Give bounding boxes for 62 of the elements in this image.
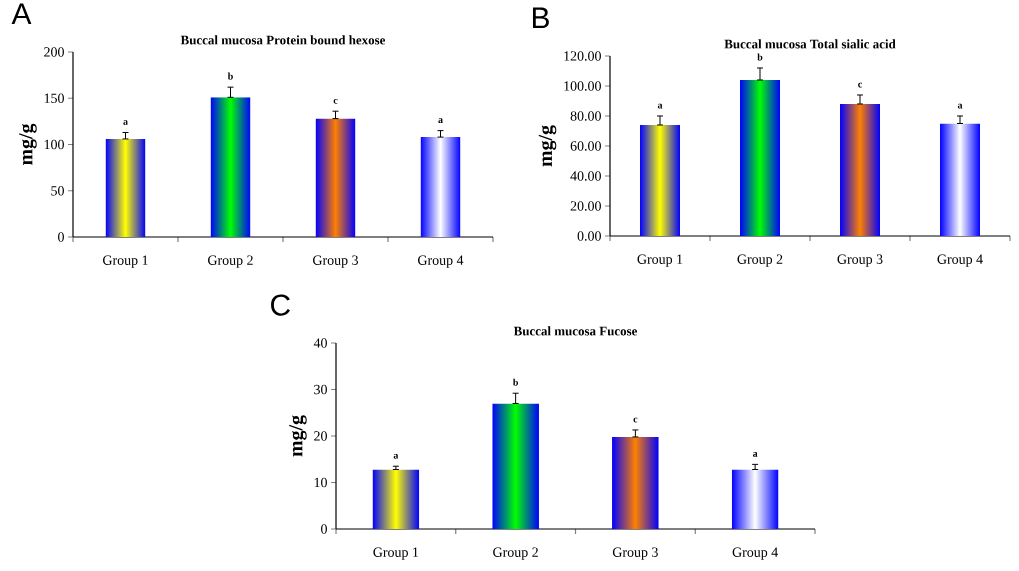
bar: [940, 123, 981, 236]
y-tick-label: 60.00: [570, 141, 601, 151]
y-axis-title: mg/g: [289, 415, 307, 457]
y-tick-label: 120.00: [564, 51, 601, 61]
y-tick-label: 100.00: [564, 81, 601, 91]
annotation: a: [957, 103, 963, 109]
annotation: a: [123, 120, 128, 125]
y-tick-label: 200: [44, 47, 64, 57]
x-tick-label: Group 4: [937, 254, 983, 267]
x-tick-label: Group 1: [637, 254, 683, 267]
y-tick-label: 40: [313, 338, 327, 348]
annotation: b: [512, 378, 518, 386]
y-axis-title: mg/g: [538, 125, 557, 167]
annotation: b: [757, 53, 763, 61]
annotation: c: [858, 82, 862, 88]
y-tick-label: 50: [51, 186, 64, 196]
y-tick-label: 100: [44, 139, 64, 150]
bar: [315, 118, 356, 237]
y-tick-label: 80.00: [570, 111, 601, 121]
x-tick-label: Group 3: [612, 547, 658, 560]
bar: [372, 469, 420, 529]
bar: [640, 125, 681, 236]
x-tick-label: Group 2: [493, 547, 538, 560]
annotation: a: [438, 118, 443, 124]
chart-title: Buccal mucosa Protein bound hexose: [180, 35, 386, 45]
bar: [840, 104, 881, 236]
y-tick-label: 150: [44, 93, 64, 103]
bar: [740, 80, 781, 236]
y-tick-label: 0.00: [577, 231, 601, 241]
bar: [420, 137, 461, 237]
x-tick-label: Group 4: [418, 255, 464, 268]
y-tick-label: 0: [58, 232, 64, 242]
y-tick-label: 40.00: [570, 171, 601, 181]
annotation: b: [227, 72, 233, 80]
annotation: a: [657, 103, 663, 109]
bar: [210, 97, 251, 237]
bar: [612, 436, 659, 529]
x-tick-label: Group 2: [737, 254, 783, 267]
text: A: [11, 3, 32, 25]
y-axis-title: mg/g: [19, 123, 37, 165]
annotation: a: [393, 453, 399, 459]
annotation: c: [333, 98, 338, 104]
chart-title: Buccal mucosa Total sialic acid: [724, 39, 896, 49]
x-tick-label: Group 1: [373, 547, 419, 560]
x-tick-label: Group 3: [837, 254, 883, 267]
annotation: a: [752, 452, 758, 457]
annotation: c: [633, 417, 638, 423]
chart-title: Buccal mucosa Fucose: [513, 326, 638, 336]
y-tick-label: 20: [314, 431, 327, 441]
y-tick-label: 10: [314, 477, 327, 488]
y-tick-label: 20.00: [570, 201, 601, 211]
text: B: [532, 7, 549, 29]
bar: [105, 138, 146, 237]
y-tick-label: 0: [321, 524, 327, 534]
text: C: [271, 294, 290, 316]
x-tick-label: Group 1: [103, 255, 148, 268]
x-tick-label: Group 2: [208, 255, 253, 268]
x-tick-label: Group 3: [313, 255, 358, 268]
bar: [731, 469, 779, 529]
y-tick-label: 30: [314, 384, 327, 395]
bar: [492, 403, 539, 529]
x-tick-label: Group 4: [732, 547, 778, 560]
